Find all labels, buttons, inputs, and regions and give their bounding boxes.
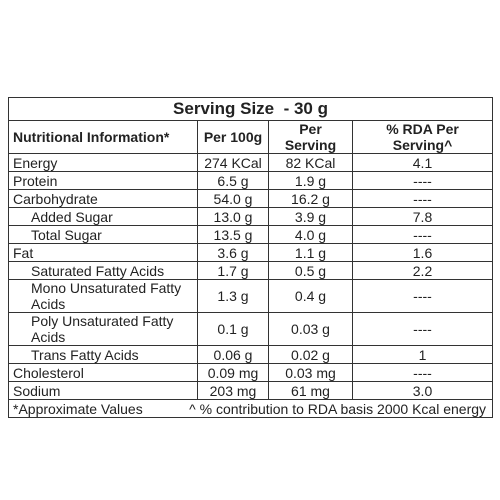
nutrient-row: Mono Unsaturated Fatty Acids 1.3 g 0.4 g --… [8, 279, 494, 313]
nutrient-value: ---- [351, 279, 494, 313]
column-header: Per Serving [268, 120, 353, 154]
nutrient-name: Trans Fatty Acids [8, 345, 198, 364]
header-row: Nutritional Information* Per 100g Per Serv… [8, 120, 494, 154]
nutrient-value: 1.6 [351, 243, 494, 262]
nutrient-row: Added Sugar 13.0 g 3.9 g 7.8 [8, 207, 494, 226]
nutrient-value: 3.9 g [268, 207, 353, 226]
table-title: Serving Size - 30 g [7, 97, 494, 121]
nutrient-value: 1.9 g [268, 171, 353, 190]
column-header: % RDA Per Serving^ [351, 120, 494, 154]
nutrient-name: Fat [8, 243, 198, 262]
nutrient-name: Energy [8, 153, 198, 172]
nutrient-row: Total Sugar 13.5 g 4.0 g ---- [8, 225, 494, 244]
footnote: *Approximate Values [13, 400, 143, 417]
nutrient-value: 82 KCal [268, 153, 353, 172]
nutrient-value: 16.2 g [268, 189, 353, 208]
nutrient-value: 54.0 g [197, 189, 269, 208]
nutrient-row: Carbohydrate 54.0 g 16.2 g ---- [8, 189, 494, 208]
nutrient-name: Protein [8, 171, 198, 190]
nutrient-value: 13.5 g [197, 225, 269, 244]
nutrient-value: 4.0 g [268, 225, 353, 244]
column-header: Per 100g [197, 120, 269, 154]
nutrient-value: 0.09 mg [197, 363, 269, 382]
nutrient-value: 3.0 [351, 381, 494, 400]
column-header: Nutritional Information* [8, 120, 198, 154]
nutrient-value: 2.2 [351, 261, 494, 280]
nutrient-value: 1.7 g [197, 261, 269, 280]
nutrient-value: 4.1 [351, 153, 494, 172]
nutrient-name: Poly Unsaturated Fatty Acids [8, 312, 198, 346]
nutrient-value: 3.6 g [197, 243, 269, 262]
nutrient-row: Energy 274 KCal 82 KCal 4.1 [8, 153, 494, 172]
nutrient-row: Protein 6.5 g 1.9 g ---- [8, 171, 494, 190]
nutrient-value: 1 [351, 345, 494, 364]
nutrient-value: 0.5 g [268, 261, 353, 280]
nutrient-row: Saturated Fatty Acids 1.7 g 0.5 g 2.2 [8, 261, 494, 280]
nutrient-value: ---- [351, 225, 494, 244]
nutrient-value: 1.3 g [197, 279, 269, 313]
nutrient-name: Saturated Fatty Acids [8, 261, 198, 280]
nutrient-row: Poly Unsaturated Fatty Acids 0.1 g 0.03 g-… [8, 312, 494, 346]
nutrient-value: ---- [351, 363, 494, 382]
nutrient-value: 1.1 g [268, 243, 353, 262]
nutrient-value: 0.02 g [268, 345, 353, 364]
table-body: Energy 274 KCal 82 KCal 4.1 Protein 6.5 g 1.9 … [8, 153, 494, 400]
nutrient-name: Sodium [8, 381, 198, 400]
nutrient-value: 0.4 g [268, 279, 353, 313]
nutrient-value: 7.8 [351, 207, 494, 226]
footer-cell: *Approximate Values ^ % contribution to R… [7, 399, 494, 418]
nutrient-value: 0.06 g [197, 345, 269, 364]
nutrient-value: ---- [351, 312, 494, 346]
title-row: Serving Size - 30 g [7, 97, 494, 121]
nutrient-row: Fat 3.6 g 1.1 g 1.6 [8, 243, 494, 262]
nutrient-value: 203 mg [197, 381, 269, 400]
nutrient-value: ---- [351, 189, 494, 208]
nutrient-name: Total Sugar [8, 225, 198, 244]
nutrient-value: ---- [351, 171, 494, 190]
footer-row: *Approximate Values ^ % contribution to R… [7, 399, 494, 418]
nutrient-name: Added Sugar [8, 207, 198, 226]
nutrient-row: Cholesterol 0.09 mg 0.03 mg ---- [8, 363, 494, 382]
nutrient-value: 0.03 mg [268, 363, 353, 382]
nutrient-value: 6.5 g [197, 171, 269, 190]
nutrient-name: Mono Unsaturated Fatty Acids [8, 279, 198, 313]
nutrient-value: 0.03 g [268, 312, 353, 346]
nutrition-table: Serving Size - 30 g Nutritional Informat… [7, 97, 494, 418]
nutrient-value: 274 KCal [197, 153, 269, 172]
nutrient-name: Carbohydrate [8, 189, 198, 208]
nutrient-row: Sodium 203 mg 61 mg 3.0 [8, 381, 494, 400]
nutrient-value: 0.1 g [197, 312, 269, 346]
nutrient-value: 61 mg [268, 381, 353, 400]
footnote: ^ % contribution to RDA basis 2000 Kcal … [189, 400, 487, 417]
nutrient-name: Cholesterol [8, 363, 198, 382]
nutrient-value: 13.0 g [197, 207, 269, 226]
